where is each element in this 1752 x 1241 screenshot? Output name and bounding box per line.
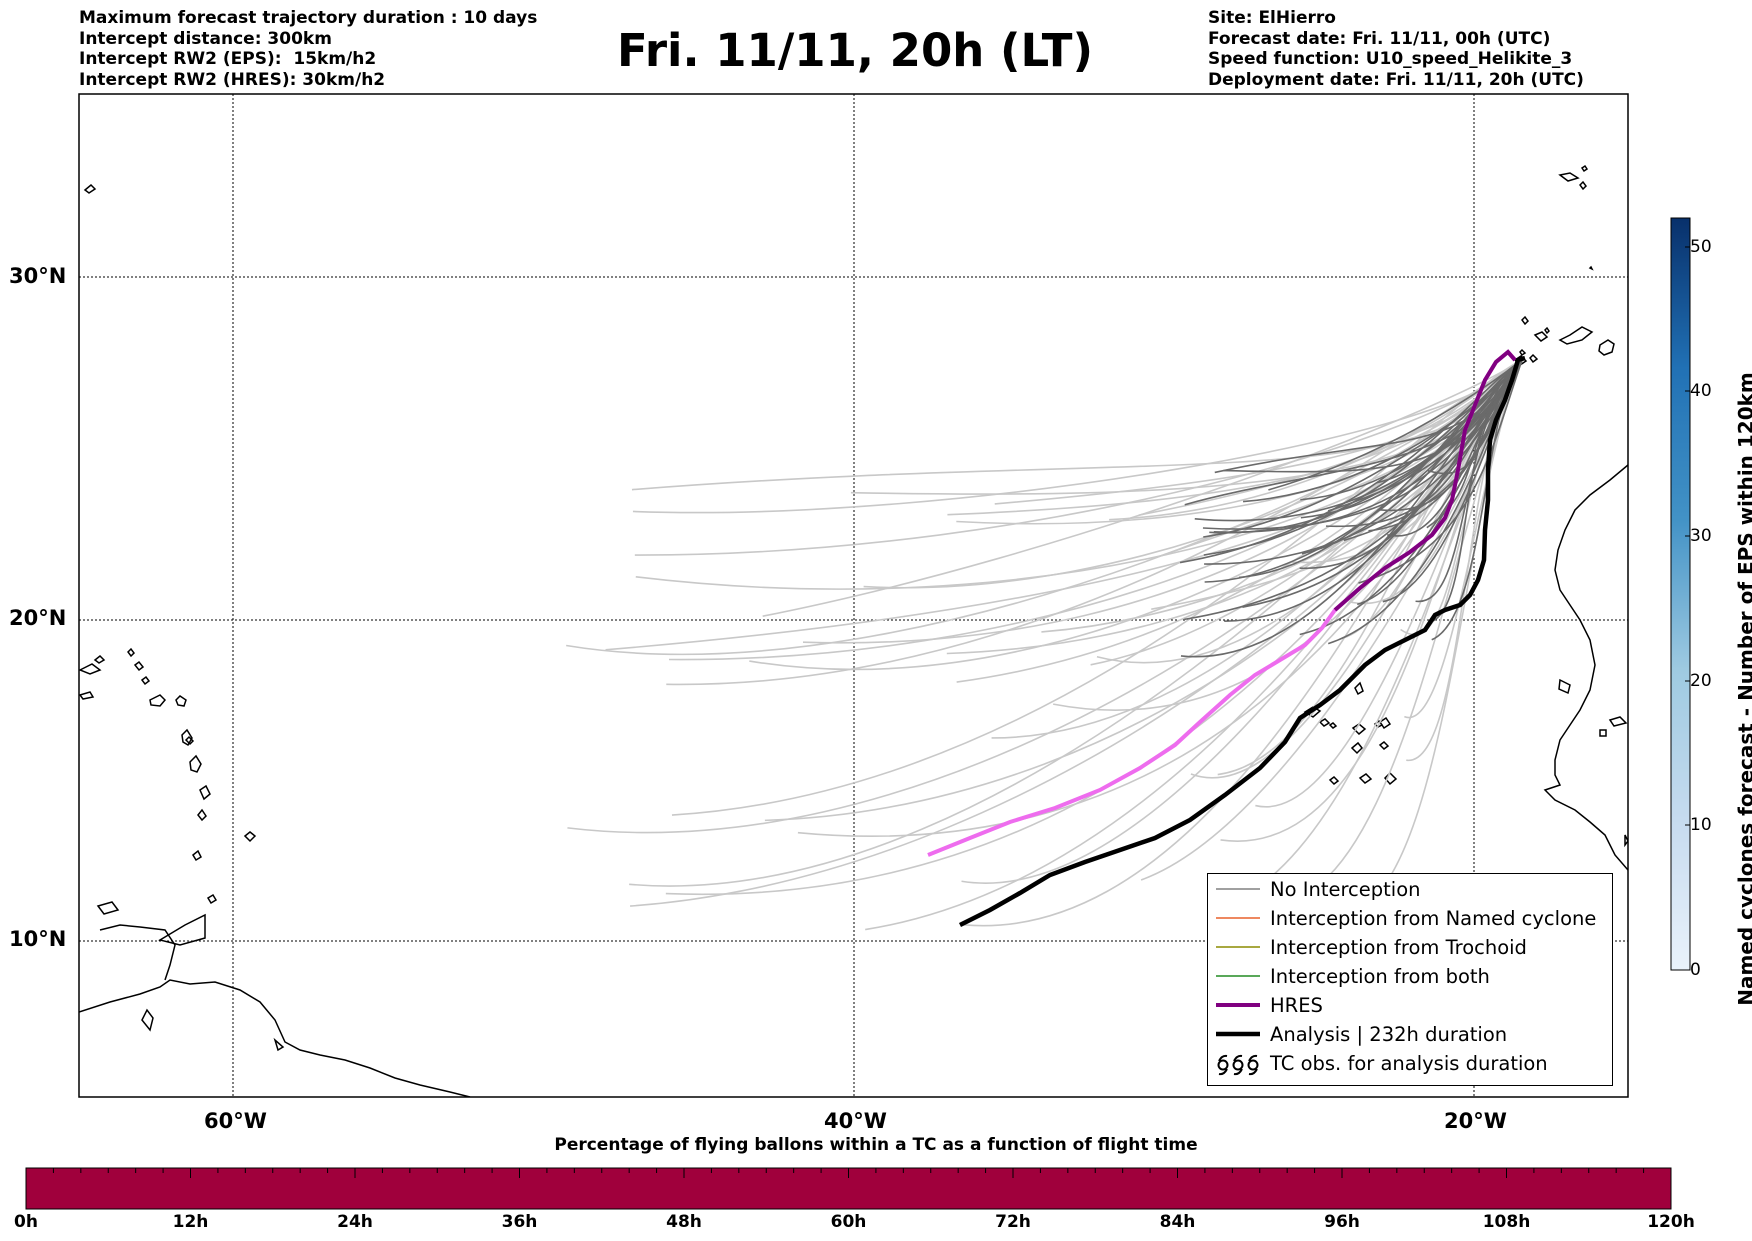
lat-label-10n: 10°N: [9, 927, 67, 951]
intercept-distance-text: Intercept distance: 300km: [79, 28, 332, 49]
max-duration-text: Maximum forecast trajectory duration : 1…: [79, 8, 538, 28]
colorbar-tick-20: 20: [1690, 671, 1712, 691]
map-legend: No Interception Interception from Named …: [1207, 873, 1613, 1086]
lon-label-40w: 40°W: [824, 1109, 887, 1133]
time-bar-tick-label: 24h: [337, 1212, 373, 1232]
time-bar-title: Percentage of flying ballons within a TC…: [554, 1135, 1198, 1155]
hres-trajectory-end: [1333, 349, 1517, 612]
ensemble-member-line: [762, 359, 1523, 617]
time-bar-tick-label: 108h: [1482, 1212, 1531, 1232]
ensemble-member-line: [1204, 359, 1523, 583]
ensemble-member-line: [1238, 359, 1523, 579]
speed-function-text: Speed function: U10_speed_Helikite_3: [1208, 49, 1573, 69]
lon-label-60w: 60°W: [204, 1109, 267, 1133]
ensemble-member-line: [802, 359, 1523, 644]
header-left-info: Maximum forecast trajectory duration : 1…: [79, 8, 537, 90]
time-bar-tick-label: 96h: [1324, 1212, 1360, 1232]
ensemble-trajectories: [566, 359, 1523, 931]
ensemble-member-line: [1404, 359, 1523, 719]
time-bar-tick-label: 120h: [1647, 1212, 1695, 1232]
analysis-trajectory: [958, 355, 1526, 928]
lon-label-20w: 20°W: [1444, 1109, 1507, 1133]
lat-label-30n: 30°N: [9, 264, 67, 288]
time-bar-tick-label: 84h: [1159, 1212, 1196, 1232]
ensemble-member-line: [1268, 359, 1523, 491]
forecast-date-text: Forecast date: Fri. 11/11, 00h (UTC): [1208, 28, 1551, 49]
intercept-eps-text: Intercept RW2 (EPS): 15km/h2: [79, 49, 377, 69]
colorbar-tick-0: 0: [1690, 960, 1701, 980]
colorbar-gradient: [1670, 217, 1691, 971]
cyclone-symbols-icon: [1217, 1054, 1259, 1076]
colorbar-tick-50: 50: [1690, 237, 1712, 257]
time-bar-tick-label: 48h: [666, 1212, 702, 1232]
time-bar-tick-label: 0h: [14, 1212, 38, 1232]
time-bar-tick-label: 12h: [172, 1212, 209, 1232]
time-bar-tick-label: 36h: [501, 1212, 538, 1232]
ensemble-member-line: [1214, 359, 1523, 474]
colorbar-tick-marks: [1685, 246, 1690, 971]
ensemble-member-line: [634, 359, 1523, 556]
site-text: Site: ElHierro: [1208, 8, 1336, 28]
ensemble-member-line: [1358, 359, 1523, 584]
map-frame: [78, 93, 1629, 1098]
time-bar-tick-marks: [25, 1168, 1672, 1178]
page-title: Fri. 11/11, 20h (LT): [616, 24, 1094, 77]
time-bar-tick-label: 72h: [995, 1212, 1031, 1232]
intercept-hres-text: Intercept RW2 (HRES): 30km/h2: [79, 69, 386, 90]
ensemble-member-line: [629, 359, 1523, 887]
colorbar-tick-40: 40: [1690, 381, 1712, 401]
colorbar-tick-10: 10: [1690, 815, 1712, 835]
ensemble-member-line: [567, 359, 1523, 834]
ensemble-member-line: [666, 359, 1523, 686]
deployment-date-text: Deployment date: Fri. 11/11, 20h (UTC): [1208, 69, 1584, 90]
ensemble-member-line: [1242, 359, 1523, 503]
header-right-info: Site: ElHierro Forecast date: Fri. 11/11…: [1208, 8, 1584, 90]
colorbar-tick-30: 30: [1690, 526, 1712, 546]
ensemble-member-line: [566, 359, 1523, 656]
lat-label-20n: 20°N: [9, 606, 67, 630]
time-bar-tick-label: 60h: [830, 1212, 867, 1232]
colorbar-title: Named cyclones forecast - Number of EPS …: [1734, 372, 1752, 1006]
ensemble-member-line: [1242, 359, 1523, 609]
